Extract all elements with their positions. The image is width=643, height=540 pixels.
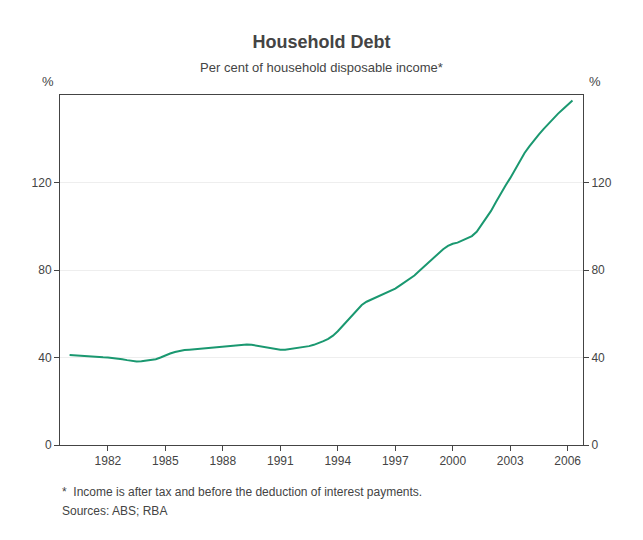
svg-text:40: 40 <box>591 351 605 365</box>
svg-text:120: 120 <box>32 176 52 190</box>
svg-text:1991: 1991 <box>267 454 294 468</box>
svg-text:40: 40 <box>38 351 52 365</box>
svg-text:%: % <box>589 74 601 89</box>
svg-text:80: 80 <box>38 263 52 277</box>
svg-text:1985: 1985 <box>152 454 179 468</box>
svg-text:Household Debt: Household Debt <box>253 32 391 52</box>
svg-text:1997: 1997 <box>382 454 409 468</box>
svg-text:* Income is after tax and bef: * Income is after tax and before the ded… <box>62 485 422 499</box>
svg-text:2006: 2006 <box>554 454 581 468</box>
svg-text:0: 0 <box>591 438 598 452</box>
svg-text:1994: 1994 <box>324 454 351 468</box>
svg-text:%: % <box>42 74 54 89</box>
svg-text:2000: 2000 <box>439 454 466 468</box>
svg-text:Sources: ABS; RBA: Sources: ABS; RBA <box>62 504 167 518</box>
svg-text:80: 80 <box>591 263 605 277</box>
svg-text:120: 120 <box>591 176 611 190</box>
svg-text:1982: 1982 <box>95 454 122 468</box>
svg-text:0: 0 <box>45 438 52 452</box>
svg-text:Per cent of household disposab: Per cent of household disposable income* <box>200 60 443 75</box>
svg-text:2003: 2003 <box>497 454 524 468</box>
svg-text:1988: 1988 <box>209 454 236 468</box>
